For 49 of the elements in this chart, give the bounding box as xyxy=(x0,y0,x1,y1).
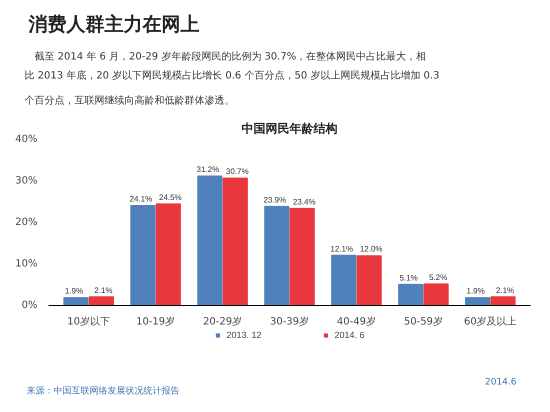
bar xyxy=(331,254,356,306)
x-tick-label: 60岁及以上 xyxy=(464,316,517,328)
chart-title: 中国网民年龄结构 xyxy=(242,122,338,136)
data-label: 2.1% xyxy=(94,286,113,295)
data-label: 24.1% xyxy=(130,194,152,204)
data-label: 5.1% xyxy=(400,273,418,282)
y-tick-label: 10% xyxy=(15,258,38,270)
text: 消费人群主力在网上 xyxy=(28,14,200,36)
legend-label: 2014. 6 xyxy=(334,330,365,340)
y-tick-label: 0% xyxy=(22,300,38,311)
y-tick-label: 20% xyxy=(15,217,38,228)
bar xyxy=(156,203,181,306)
bar xyxy=(424,283,449,306)
x-tick-label: 10岁以下 xyxy=(67,316,110,328)
data-label: 5.2% xyxy=(428,272,448,282)
bar xyxy=(465,297,490,306)
data-label: 12.1% xyxy=(330,244,354,254)
bar xyxy=(290,208,315,306)
bar xyxy=(356,255,382,306)
data-label: 1.9% xyxy=(64,286,84,296)
y-tick-label: 40% xyxy=(15,134,38,145)
source-note: 来源：中国互联网络发展状况统计报告 xyxy=(26,386,180,396)
data-label: 31.2% xyxy=(196,165,220,174)
bar xyxy=(222,178,248,306)
data-label: 24.5% xyxy=(158,192,182,202)
x-tick-label: 40-49岁 xyxy=(336,316,376,328)
x-tick-label: 50-59岁 xyxy=(404,316,443,328)
text: 截至 2014 年 6 月，20-29 岁年龄段网民的比例为 30.7%，在整体网民中占比最大，相 xyxy=(34,50,426,62)
data-label: 23.4% xyxy=(292,197,316,206)
bar xyxy=(398,284,424,306)
bar xyxy=(88,296,114,306)
data-label: 1.9% xyxy=(466,286,485,296)
text: 个百分点，互联网继续向高龄和低龄群体渗透。 xyxy=(24,94,234,106)
y-tick-label: 30% xyxy=(15,176,38,186)
bar xyxy=(130,204,156,306)
x-tick-label: 10-19岁 xyxy=(136,316,176,328)
data-label: 12.0% xyxy=(360,244,383,254)
bar xyxy=(197,176,222,306)
bar xyxy=(264,206,290,306)
data-label: 23.9% xyxy=(263,195,286,204)
legend-label: 2013. 12 xyxy=(226,330,262,340)
text: 2014.6 xyxy=(485,378,517,388)
x-tick-label: 20-29岁 xyxy=(203,316,242,328)
bar xyxy=(490,296,516,306)
text: 比 2013 年底，20 岁以下网民规模占比增长 0.6 个百分点，50 岁以上网民规模占比增加 0.3 xyxy=(24,70,440,82)
data-label: 30.7% xyxy=(226,167,249,176)
x-tick-label: 30-39岁 xyxy=(270,316,310,328)
bar xyxy=(63,297,89,306)
data-label: 2.1% xyxy=(496,286,514,295)
